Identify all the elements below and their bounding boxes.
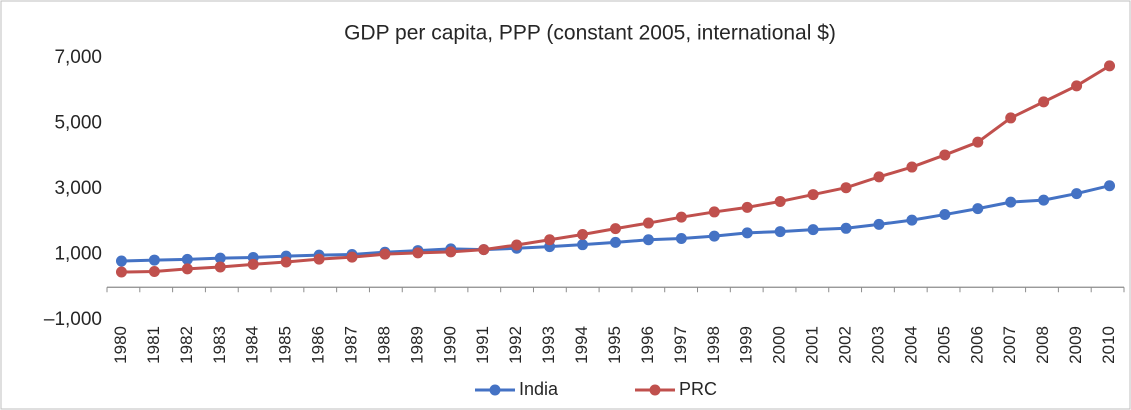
data-point — [544, 234, 556, 246]
x-tick-label: 2000 — [770, 326, 789, 364]
data-point — [1104, 180, 1116, 192]
legend-marker — [649, 384, 661, 396]
data-point — [478, 244, 490, 256]
data-point — [115, 255, 127, 267]
data-point — [181, 263, 193, 275]
x-tick-label: 1998 — [704, 326, 723, 364]
x-tick-label: 1995 — [605, 326, 624, 364]
data-point — [577, 229, 589, 241]
data-point — [1005, 112, 1017, 124]
data-point — [906, 161, 918, 173]
data-point — [1071, 188, 1083, 200]
x-tick-label: 1997 — [671, 326, 690, 364]
data-point — [1071, 80, 1083, 92]
y-tick-label: 5,000 — [54, 113, 102, 134]
x-tick-label: 1980 — [111, 326, 130, 364]
y-tick-label: 7,000 — [54, 47, 102, 68]
data-point — [972, 203, 984, 215]
data-point — [873, 218, 885, 230]
x-tick-label: 1990 — [440, 326, 459, 364]
data-point — [774, 226, 786, 238]
x-tick-label: 1983 — [210, 326, 229, 364]
data-point — [708, 206, 720, 218]
data-point — [807, 189, 819, 201]
x-tick-label: 1985 — [276, 326, 295, 364]
data-point — [313, 253, 325, 265]
x-tick-label: 1981 — [144, 326, 163, 364]
data-point — [445, 246, 457, 258]
data-point — [346, 251, 358, 263]
data-point — [412, 247, 424, 259]
x-tick-label: 2006 — [967, 326, 986, 364]
data-point — [972, 136, 984, 148]
data-point — [280, 256, 292, 268]
legend-marker — [489, 384, 501, 396]
data-point — [840, 182, 852, 194]
x-tick-label: 1989 — [407, 326, 426, 364]
data-point — [675, 232, 687, 244]
data-point — [642, 217, 654, 229]
x-tick-label: 2008 — [1033, 326, 1052, 364]
data-point — [247, 258, 259, 270]
data-point — [115, 266, 127, 278]
x-tick-label: 2009 — [1066, 326, 1085, 364]
x-tick-label: 2002 — [836, 326, 855, 364]
data-point — [939, 149, 951, 161]
data-point — [939, 209, 951, 221]
x-tick-label: 1996 — [638, 326, 657, 364]
x-tick-label: 2005 — [934, 326, 953, 364]
data-point — [511, 239, 523, 251]
y-tick-label: –1,000 — [44, 309, 102, 330]
x-tick-label: 1999 — [737, 326, 756, 364]
y-tick-label: 1,000 — [54, 244, 102, 265]
x-tick-label: 2004 — [901, 326, 920, 364]
data-point — [840, 222, 852, 234]
data-point — [741, 227, 753, 239]
chart-title: GDP per capita, PPP (constant 2005, inte… — [344, 22, 836, 45]
legend-label: PRC — [679, 379, 717, 399]
x-tick-label: 1994 — [572, 326, 591, 364]
data-point — [708, 230, 720, 242]
x-tick-label: 1993 — [539, 326, 558, 364]
data-point — [148, 266, 160, 278]
y-tick-label: 3,000 — [54, 178, 102, 199]
data-point — [1038, 194, 1050, 206]
x-tick-label: 2007 — [1000, 326, 1019, 364]
x-tick-label: 2010 — [1099, 326, 1118, 364]
data-point — [181, 253, 193, 265]
x-tick-label: 1982 — [177, 326, 196, 364]
x-tick-label: 1986 — [309, 326, 328, 364]
data-point — [741, 201, 753, 213]
x-tick-label: 2003 — [868, 326, 887, 364]
x-tick-label: 1984 — [243, 326, 262, 364]
legend-label: India — [519, 379, 559, 399]
data-point — [774, 195, 786, 207]
data-point — [610, 236, 621, 248]
data-point — [807, 224, 819, 236]
data-point — [642, 234, 654, 246]
data-point — [675, 211, 687, 223]
data-point — [610, 223, 621, 235]
data-point — [1005, 196, 1017, 208]
data-point — [379, 248, 391, 260]
data-point — [214, 261, 226, 273]
x-tick-label: 1992 — [506, 326, 525, 364]
x-tick-label: 2001 — [803, 326, 822, 364]
data-point — [214, 252, 226, 264]
data-point — [906, 214, 918, 226]
data-point — [1104, 60, 1116, 72]
data-point — [577, 239, 589, 251]
x-tick-label: 1987 — [342, 326, 361, 364]
data-point — [148, 254, 160, 266]
data-point — [1038, 96, 1050, 108]
x-tick-label: 1991 — [473, 326, 492, 364]
data-point — [873, 171, 885, 183]
x-tick-label: 1988 — [374, 326, 393, 364]
